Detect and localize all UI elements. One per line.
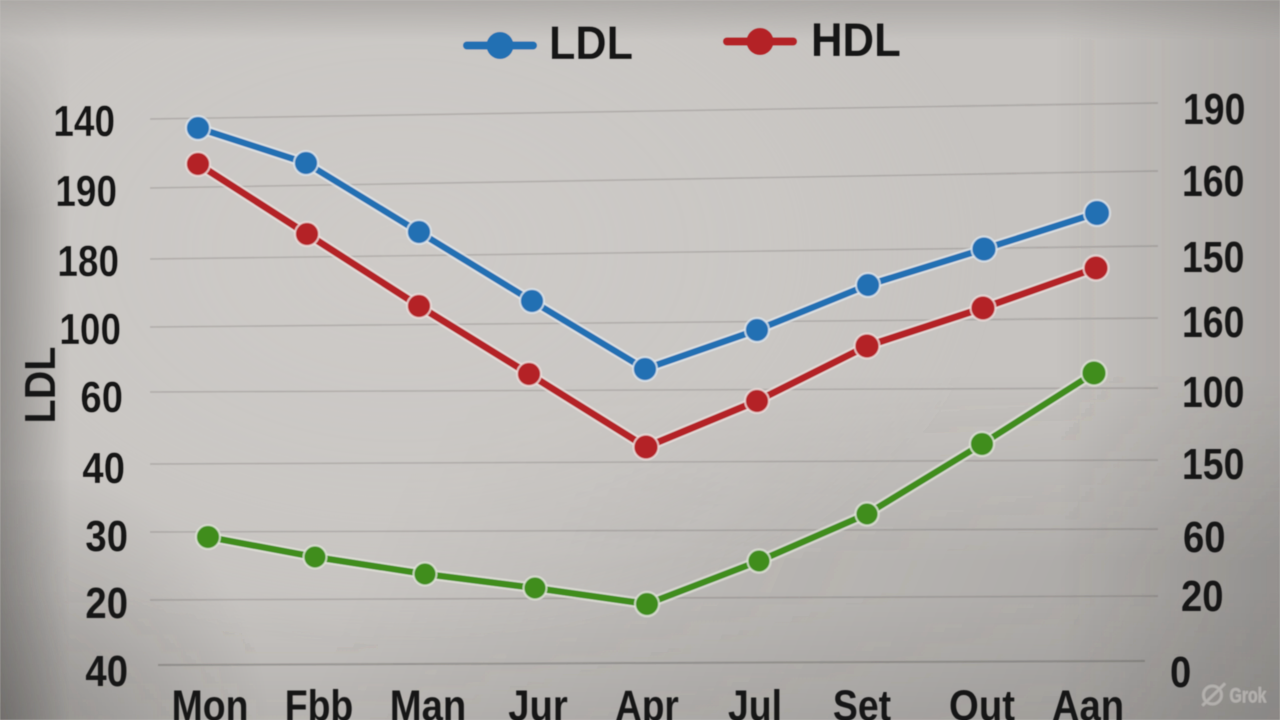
svg-text:40: 40 bbox=[82, 444, 125, 493]
svg-text:150: 150 bbox=[1182, 232, 1244, 282]
svg-text:190: 190 bbox=[1183, 84, 1245, 134]
svg-text:Apr: Apr bbox=[615, 680, 679, 720]
svg-text:Man: Man bbox=[390, 681, 467, 720]
svg-text:190: 190 bbox=[55, 166, 117, 216]
svg-text:60: 60 bbox=[80, 373, 123, 422]
svg-text:LDL: LDL bbox=[15, 347, 64, 424]
svg-text:40: 40 bbox=[85, 647, 128, 696]
svg-text:Aan: Aan bbox=[1052, 681, 1124, 720]
svg-text:160: 160 bbox=[1182, 156, 1244, 206]
svg-text:Fbb: Fbb bbox=[285, 681, 354, 720]
svg-text:20: 20 bbox=[85, 579, 128, 628]
svg-text:Jul: Jul bbox=[728, 681, 782, 720]
svg-text:180: 180 bbox=[57, 236, 119, 286]
svg-text:100: 100 bbox=[59, 304, 121, 354]
svg-text:Jur: Jur bbox=[508, 681, 568, 720]
svg-text:Qut: Qut bbox=[949, 681, 1015, 720]
svg-text:HDL: HDL bbox=[811, 14, 901, 67]
svg-text:Set: Set bbox=[833, 681, 892, 720]
svg-text:150: 150 bbox=[1182, 439, 1244, 489]
svg-text:Grok: Grok bbox=[1230, 685, 1267, 708]
svg-text:20: 20 bbox=[1181, 572, 1224, 621]
svg-text:160: 160 bbox=[1182, 297, 1244, 347]
svg-text:Mon: Mon bbox=[172, 681, 249, 720]
svg-text:LDL: LDL bbox=[549, 16, 633, 69]
svg-text:30: 30 bbox=[85, 512, 128, 561]
svg-text:140: 140 bbox=[53, 96, 115, 146]
svg-text:0: 0 bbox=[1170, 648, 1191, 697]
svg-text:60: 60 bbox=[1183, 513, 1226, 562]
svg-text:100: 100 bbox=[1182, 367, 1244, 417]
